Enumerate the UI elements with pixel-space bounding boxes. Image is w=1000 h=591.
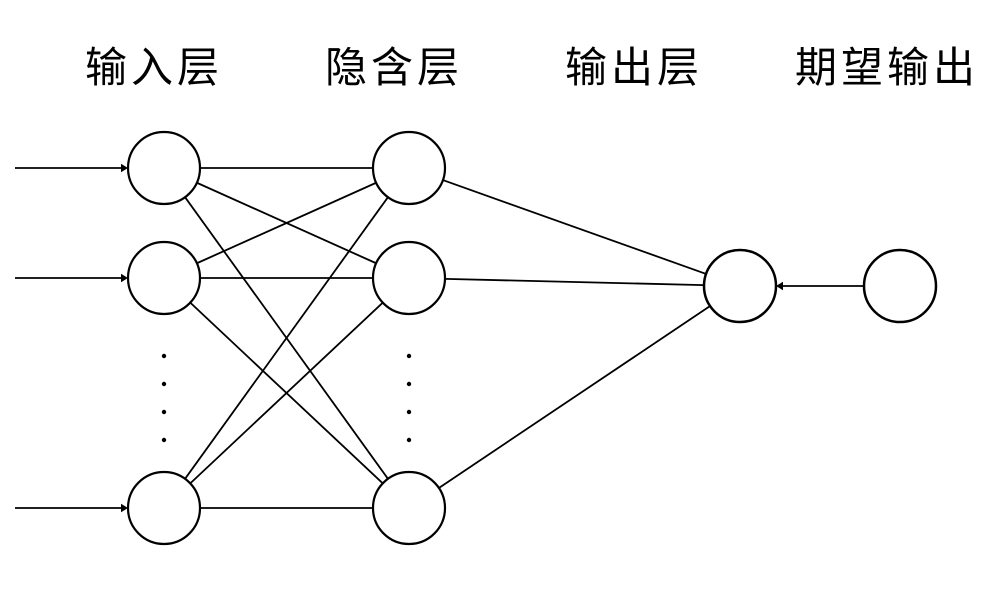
neural-network-diagram (0, 0, 1000, 591)
